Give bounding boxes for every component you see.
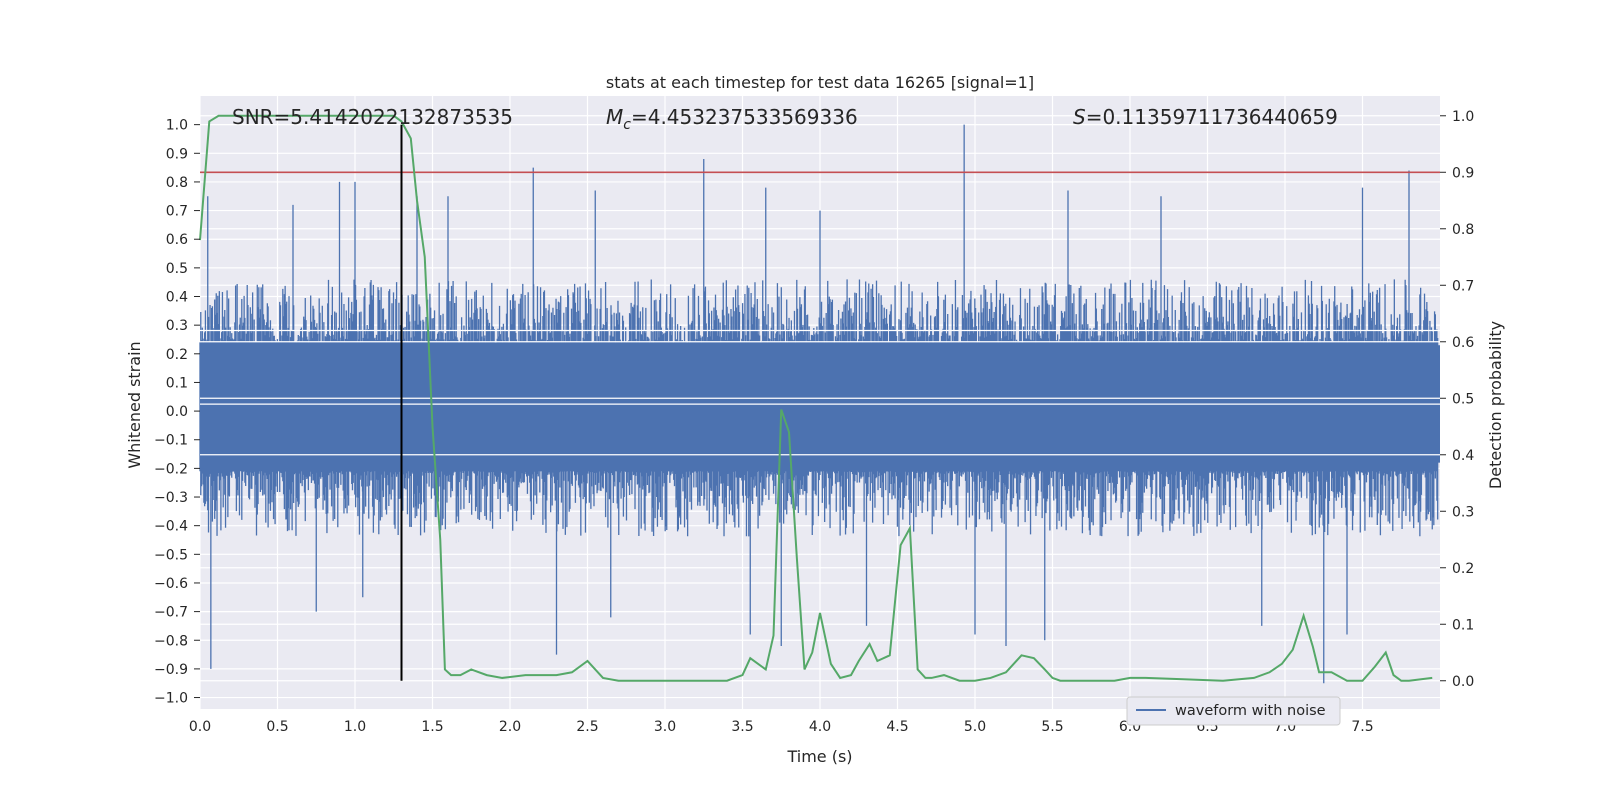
y-tick-label: 0.8 (166, 175, 188, 191)
y-right-tick-label: 0.6 (1452, 335, 1474, 351)
y-right-tick-label: 0.3 (1452, 504, 1474, 520)
y-right-tick-label: 0.0 (1452, 674, 1474, 690)
x-tick-label: 3.5 (731, 719, 753, 735)
chart-title: stats at each timestep for test data 162… (606, 73, 1034, 92)
y-tick-label: 0.7 (166, 204, 188, 220)
x-tick-label: 0.5 (266, 719, 288, 735)
y-tick-label: 0.2 (166, 347, 188, 363)
x-tick-label: 3.0 (654, 719, 676, 735)
y-tick-label: 1.0 (166, 118, 188, 134)
y-right-tick-label: 0.8 (1452, 222, 1474, 238)
x-tick-label: 0.0 (189, 719, 211, 735)
x-tick-label: 4.5 (886, 719, 908, 735)
axes: 0.0 0.5 1.0 1.5 2.0 2.5 3.0 3.5 4.0 4.5 5.0 5.5 6.0 6… (154, 109, 1474, 735)
y-right-tick-label: 0.5 (1452, 391, 1474, 407)
y-right-tick-label: 0.9 (1452, 165, 1474, 181)
x-tick-label: 2.5 (576, 719, 598, 735)
s-annotation: S=0.11359711736440659 (1073, 105, 1338, 129)
y-tick-label: −0.2 (154, 461, 188, 477)
chirp-mass-symbol: M (606, 105, 623, 129)
y-tick-label: 0.3 (166, 318, 188, 334)
x-tick-label: 5.0 (964, 719, 986, 735)
x-tick-label: 7.5 (1351, 719, 1373, 735)
y-right-tick-label: 0.7 (1452, 278, 1474, 294)
y-tick-label: −0.7 (154, 605, 188, 621)
y-tick-label: −0.6 (154, 576, 188, 592)
waveform-series (199, 124, 1440, 684)
chirp-mass-annotation: Mc=4.453237533569336 (606, 105, 858, 133)
y-right-tick-label: 1.0 (1452, 109, 1474, 125)
s-symbol: S (1073, 105, 1086, 129)
legend-label: waveform with noise (1175, 703, 1326, 719)
y-tick-label: 0.0 (166, 404, 188, 420)
y-axis-label: Whitened strain (125, 341, 144, 468)
y-right-tick-label: 0.4 (1452, 448, 1474, 464)
y-tick-label: 0.4 (166, 290, 188, 306)
snr-annotation: SNR=5.4142022132873535 (232, 105, 513, 129)
y-tick-label: 0.6 (166, 232, 188, 248)
chirp-mass-subscript: c (623, 117, 631, 133)
y-tick-label: −0.4 (154, 519, 188, 535)
legend-box (1126, 696, 1341, 726)
y-right-axis-label: Detection probability (1486, 321, 1505, 489)
y-right-tick-label: 0.2 (1452, 561, 1474, 577)
overlays (199, 114, 1440, 682)
y-tick-label: −1.0 (154, 691, 188, 707)
y-tick-label: 0.5 (166, 261, 188, 277)
detection-probability-line (199, 114, 1433, 682)
y-right-tick-label: 0.1 (1452, 617, 1474, 633)
x-tick-label: 5.5 (1041, 719, 1063, 735)
legend: waveform with noise (1126, 696, 1341, 726)
x-tick-label: 4.0 (809, 719, 831, 735)
y-tick-label: 0.1 (166, 375, 188, 391)
x-tick-label: 2.0 (499, 719, 521, 735)
x-tick-label: 1.0 (344, 719, 366, 735)
chirp-mass-value: =4.453237533569336 (631, 105, 858, 129)
s-value: =0.11359711736440659 (1086, 105, 1338, 129)
y-tick-label: −0.1 (154, 433, 188, 449)
x-tick-label: 1.5 (421, 719, 443, 735)
y-tick-label: −0.5 (154, 547, 188, 563)
y-tick-label: −0.9 (154, 662, 188, 678)
x-axis-label: Time (s) (786, 747, 852, 766)
y-tick-label: −0.8 (154, 633, 188, 649)
y-tick-label: 0.9 (166, 146, 188, 162)
y-tick-label: −0.3 (154, 490, 188, 506)
